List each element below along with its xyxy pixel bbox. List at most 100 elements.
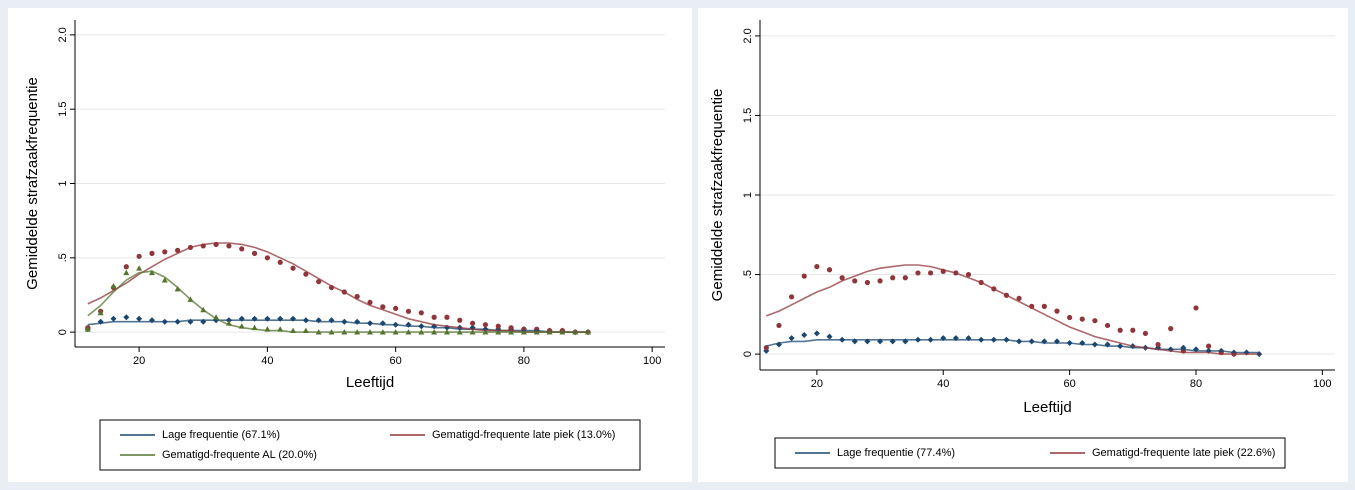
data-point — [864, 279, 871, 286]
x-tick-label: 60 — [390, 355, 402, 367]
data-point — [123, 269, 130, 276]
legend-box — [774, 437, 1286, 469]
x-tick-label: 40 — [937, 378, 949, 390]
y-tick-label: 1 — [57, 180, 69, 186]
y-tick-label: 1 — [742, 192, 754, 198]
data-point — [290, 265, 296, 271]
x-tick-label: 20 — [133, 355, 145, 367]
data-point — [251, 250, 258, 256]
data-point — [97, 309, 104, 316]
data-point — [826, 267, 833, 273]
y-tick-label: 1.5 — [57, 102, 69, 117]
fit-line — [766, 339, 1260, 354]
data-point — [303, 271, 309, 277]
data-point — [1130, 327, 1136, 333]
data-point — [801, 273, 807, 279]
data-point — [84, 326, 91, 332]
y-axis-title: Gemiddelde strafzaakfrequentie — [709, 89, 726, 302]
data-point — [915, 270, 921, 276]
data-point — [1067, 314, 1073, 321]
y-tick-label: 0 — [742, 351, 754, 357]
data-point — [814, 263, 820, 270]
data-point — [123, 264, 129, 270]
y-tick-label: .5 — [742, 270, 754, 279]
y-tick-label: .5 — [57, 253, 69, 262]
data-point — [149, 250, 155, 256]
y-tick-label: 2.0 — [57, 27, 69, 42]
y-tick-label: 1.5 — [742, 108, 754, 123]
data-point — [585, 329, 592, 335]
y-tick-label: 0 — [57, 329, 69, 335]
x-tick-label: 40 — [261, 355, 273, 367]
legend-box — [99, 419, 641, 471]
data-point — [788, 294, 795, 300]
data-point — [928, 270, 934, 276]
data-point — [316, 279, 322, 285]
data-point — [175, 247, 181, 253]
data-point — [1041, 303, 1047, 309]
data-point — [136, 253, 142, 259]
data-point — [457, 317, 463, 323]
data-point — [482, 322, 489, 328]
x-tick-label: 100 — [643, 355, 661, 367]
data-point — [1016, 295, 1022, 302]
data-point — [380, 304, 386, 310]
data-point — [1168, 326, 1174, 332]
data-point — [418, 310, 424, 316]
x-tick-label: 100 — [1313, 378, 1331, 390]
data-point — [788, 335, 795, 342]
y-axis-title: Gemiddelde strafzaakfrequentie — [24, 77, 41, 290]
data-point — [110, 315, 117, 322]
x-tick-label: 60 — [1063, 378, 1075, 390]
x-tick-label: 20 — [811, 378, 823, 390]
data-point — [1092, 318, 1098, 324]
data-point — [1193, 305, 1199, 311]
data-point — [826, 333, 833, 340]
data-point — [1054, 308, 1060, 314]
data-point — [239, 246, 245, 252]
x-tick-label: 80 — [1190, 378, 1202, 390]
data-point — [1142, 330, 1149, 337]
legend-label: Lage frequentie (77.4%) — [837, 447, 955, 459]
data-point — [162, 249, 168, 255]
data-point — [110, 283, 117, 289]
data-point — [174, 286, 181, 292]
fit-line — [766, 264, 1260, 355]
data-point — [123, 314, 130, 321]
data-point — [470, 320, 476, 326]
x-tick-label: 80 — [518, 355, 530, 367]
data-point — [902, 275, 908, 281]
data-point — [393, 305, 399, 311]
fit-line — [87, 270, 588, 333]
data-point — [1079, 316, 1085, 322]
legend-label: Gematigd-frequente AL (20.0%) — [162, 449, 317, 461]
data-point — [890, 275, 896, 281]
data-point — [495, 323, 501, 329]
data-point — [965, 271, 972, 278]
data-point — [431, 314, 437, 320]
data-point — [1104, 322, 1111, 329]
data-point — [1206, 343, 1212, 349]
data-point — [136, 265, 143, 271]
data-point — [839, 275, 845, 281]
data-point — [852, 278, 858, 284]
y-tick-label: 2.0 — [742, 28, 754, 43]
legend-label: Gematigd-frequente late piek (13.0%) — [432, 429, 615, 441]
data-point — [367, 299, 373, 306]
legend-label: Lage frequentie (67.1%) — [162, 429, 280, 441]
x-axis-title: Leeftijd — [1023, 399, 1071, 416]
data-point — [226, 243, 232, 249]
data-point — [813, 330, 820, 337]
data-point — [277, 259, 283, 265]
data-point — [136, 315, 143, 322]
data-point — [801, 332, 808, 338]
data-point — [1117, 327, 1123, 333]
data-point — [877, 278, 883, 284]
data-point — [444, 314, 450, 320]
x-axis-title: Leeftijd — [346, 374, 394, 391]
data-point — [148, 269, 155, 276]
legend-label: Gematigd-frequente late piek (22.6%) — [1092, 447, 1275, 459]
data-point — [508, 325, 514, 331]
